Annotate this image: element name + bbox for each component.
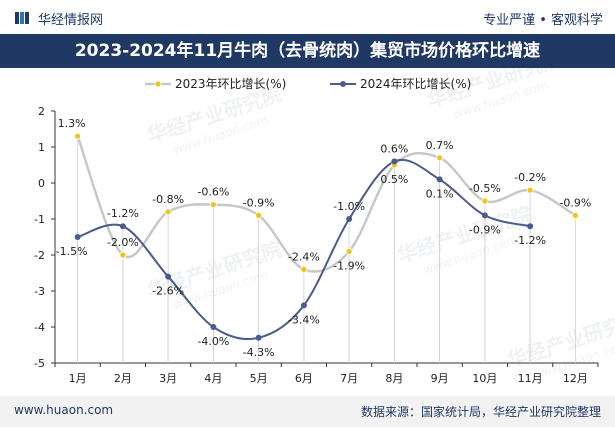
top-bar: 华经情报网 专业严谨 • 客观科学: [0, 0, 615, 34]
series-2024-point: [346, 216, 353, 222]
series-2023-data-label: -0.6%: [197, 186, 229, 199]
series-2023-data-label: -1.9%: [333, 259, 365, 272]
series-2024-point: [300, 302, 307, 309]
y-tick-label: 2: [38, 105, 45, 118]
y-tick-label: -2: [34, 249, 45, 262]
x-tick-label: 8月: [385, 372, 403, 385]
series-2024-point: [74, 234, 81, 240]
x-tick-label: 10月: [472, 372, 497, 385]
x-tick-label: 4月: [204, 372, 222, 385]
legend-2024-marker: [340, 81, 346, 87]
series-2024-data-label: -4.0%: [197, 335, 229, 348]
x-tick-label: 5月: [250, 372, 268, 385]
series-2024-point: [391, 158, 398, 165]
legend-2023-marker: [154, 80, 162, 88]
x-tick-label: 1月: [69, 372, 87, 385]
series-2023-data-label: 0.7%: [426, 139, 454, 152]
series-2023-point: [436, 154, 444, 162]
series-2023-point: [571, 211, 579, 219]
series-2024-data-label: 0.1%: [426, 187, 454, 200]
brand-name[interactable]: 华经情报网: [38, 13, 104, 28]
series-2023-point: [74, 132, 82, 140]
series-2023-data-label: -0.9%: [243, 196, 275, 209]
series-2023-point: [255, 211, 263, 219]
line-chart: 华经产业研究院www.huaon.com华经产业研究院www.huaon.com…: [34, 68, 615, 385]
series-2023-data-label: -2.0%: [107, 236, 139, 249]
series-2023-point: [526, 186, 534, 194]
series-2023-data-label: -0.9%: [559, 196, 591, 209]
series-2023-data-label: 0.5%: [380, 173, 408, 186]
series-2024-point: [119, 223, 126, 230]
series-2024-point: [255, 334, 262, 341]
series-2024-point: [527, 223, 534, 230]
series-2023-data-label: -0.8%: [152, 193, 184, 206]
series-2024-point: [165, 273, 172, 280]
y-tick-label: -1: [34, 213, 45, 226]
series-2023-data-label: -2.4%: [288, 250, 320, 263]
x-tick-label: 2月: [114, 372, 132, 385]
series-2024-data-label: -1.5%: [56, 245, 88, 258]
series-2024-data-label: -0.9%: [469, 223, 501, 236]
series-2023-point: [164, 208, 172, 216]
series-2024-data-label: 0.6%: [380, 142, 408, 155]
x-tick-label: 6月: [295, 372, 313, 385]
y-tick-label: -4: [34, 321, 45, 334]
x-tick-label: 11月: [518, 372, 543, 385]
huajing-logo-icon: [15, 12, 29, 24]
series-2023-data-label: -0.5%: [469, 182, 501, 195]
y-tick-label: 1: [38, 141, 45, 154]
series-2023-point: [300, 265, 308, 273]
x-tick-label: 3月: [159, 372, 177, 385]
series-2024-data-label: -1.0%: [333, 200, 365, 213]
series-2024-point: [481, 212, 488, 219]
website-link[interactable]: www.huaon.com: [14, 403, 114, 417]
series-2024-point: [436, 176, 443, 183]
data-source: 数据来源：国家统计局，华经产业研究院整理: [360, 405, 601, 419]
title-bar: 2023-2024年11月牛肉（去骨统肉）集贸市场价格环比增速: [0, 34, 615, 68]
series-2023-point: [119, 251, 127, 259]
y-tick-label: -5: [34, 357, 45, 370]
series-2024-data-label: -2.6%: [152, 285, 184, 298]
footer: www.huaon.com 数据来源：国家统计局，华经产业研究院整理: [0, 396, 615, 427]
slogan: 专业严谨 • 客观科学: [483, 13, 603, 28]
series-2024-data-label: -4.3%: [243, 346, 275, 359]
y-tick-label: -3: [34, 285, 45, 298]
series-2024-data-label: -1.2%: [514, 234, 546, 247]
series-2024-data-label: -1.2%: [107, 207, 139, 220]
series-2023-point: [209, 201, 217, 209]
series-2023-data-label: 1.3%: [58, 117, 86, 130]
chart-title: 2023-2024年11月牛肉（去骨统肉）集贸市场价格环比增速: [74, 41, 541, 61]
series-2023-point: [345, 247, 353, 255]
series-2023-point: [481, 197, 489, 205]
legend-2023-label: 2023年环比增长(%): [175, 77, 286, 91]
series-2023-data-label: -0.2%: [514, 171, 546, 184]
legend-2024-label: 2024年环比增长(%): [360, 77, 471, 91]
x-tick-label: 9月: [431, 372, 449, 385]
series-2024-point: [210, 324, 217, 330]
y-tick-label: 0: [38, 177, 45, 190]
series-2024-data-label: -3.4%: [288, 313, 320, 326]
x-tick-label: 12月: [563, 372, 588, 385]
x-tick-label: 7月: [340, 372, 358, 385]
